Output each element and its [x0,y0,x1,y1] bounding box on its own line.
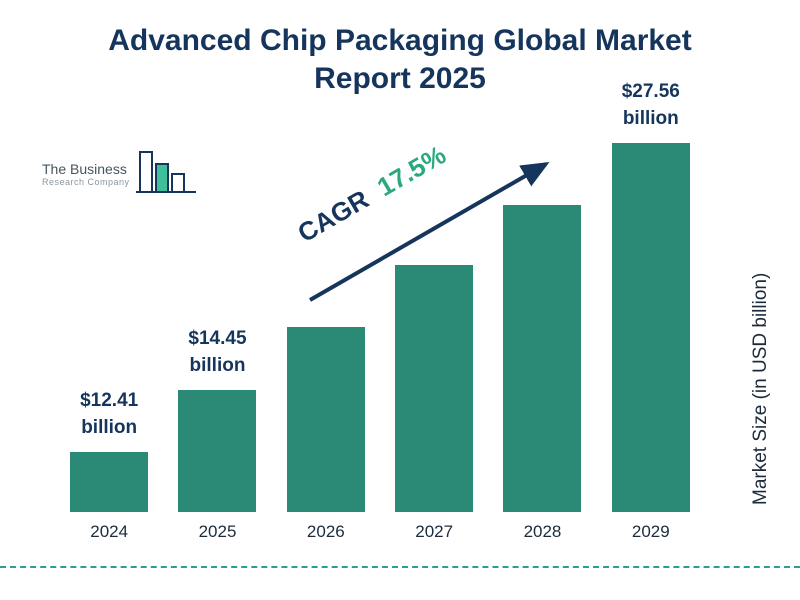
bars-row: $12.41 billion $14.45 billion $27.56 billion [55,81,705,512]
bar-2027 [395,265,474,512]
x-axis-label-2029: 2029 [631,522,670,541]
x-axis-label-2025: 2025 [198,522,237,541]
bar-chart-logo-icon [135,151,196,193]
bar-2024 [70,452,149,512]
x-axis-labels: 2024 2025 2026 2027 2028 2029 [55,522,705,542]
company-logo: The Business Research Company [42,148,200,200]
value-label-2029: $27.56 billion [621,80,680,130]
bar-column-2029: $27.56 billion [597,78,705,512]
value-label-2024: $12.41 billion [80,389,139,439]
bar-column-2026 [272,327,380,512]
logo-line1: The Business [42,161,127,177]
y-axis-label: Market Size (in USD billion) [750,272,771,506]
page-title: Advanced Chip Packaging Global Market Re… [0,22,800,97]
x-axis-label-2024: 2024 [90,522,129,541]
page-title-line1: Advanced Chip Packaging Global Market [108,24,692,57]
value-label-2025: $14.45 billion [188,327,247,377]
bar-2028 [503,205,582,512]
bar-column-2027 [380,265,488,512]
x-axis-label-2027: 2027 [415,522,454,541]
bar-2026 [286,327,365,512]
trend-arrow-icon [309,162,550,302]
x-axis-label-2026: 2026 [306,522,345,541]
page-title-line2: Report 2025 [314,61,486,95]
bar-column-2024: $12.41 billion [55,387,163,512]
bar-2029 [611,143,690,512]
bar-2025 [178,390,257,512]
company-logo-text: The Business Research Company [42,161,130,187]
bar-column-2025: $14.45 billion [163,325,271,512]
x-axis-label-2028: 2028 [523,522,562,541]
bar-column-2028 [488,205,596,512]
bottom-dashed-divider [0,566,800,568]
bar-chart: $12.41 billion $14.45 billion $27.56 billion … [55,81,705,542]
logo-line2: Research Company [42,177,130,187]
